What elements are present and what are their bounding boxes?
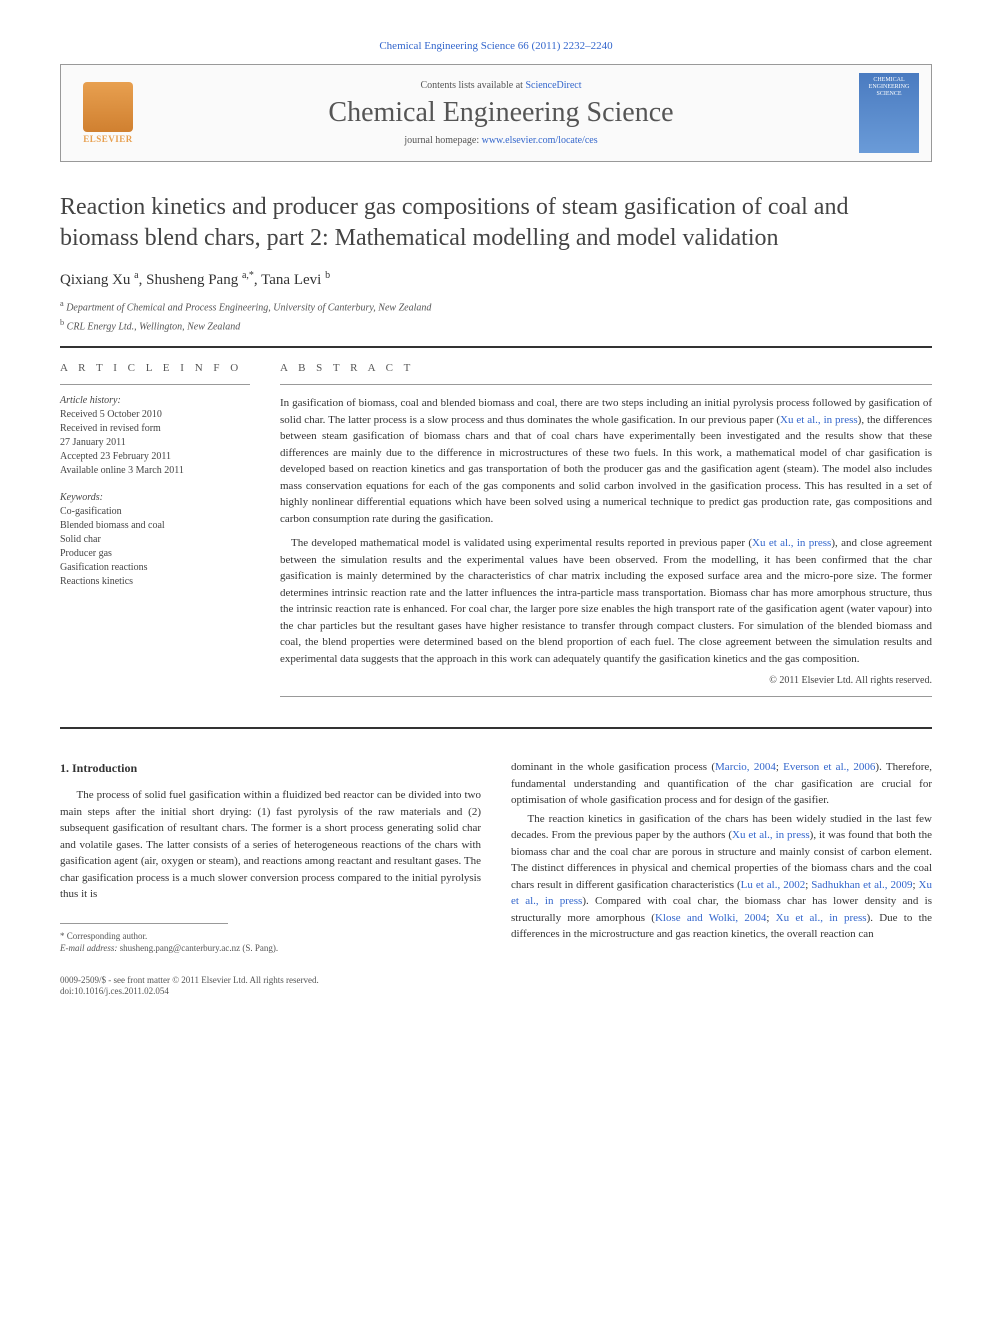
footnote-separator	[60, 923, 228, 924]
doi-line: doi:10.1016/j.ces.2011.02.054	[60, 986, 481, 998]
affiliations: a Department of Chemical and Process Eng…	[60, 299, 932, 332]
section-heading: 1. Introduction	[60, 759, 481, 777]
citation-link[interactable]: Xu et al., in press	[752, 537, 831, 549]
journal-reference: Chemical Engineering Science 66 (2011) 2…	[60, 40, 932, 52]
journal-title: Chemical Engineering Science	[143, 97, 859, 129]
authors-line: Qixiang Xu a, Shusheng Pang a,*, Tana Le…	[60, 270, 932, 289]
elsevier-logo: ELSEVIER	[73, 73, 143, 153]
body-text-fragment: ;	[766, 912, 775, 924]
divider	[60, 727, 932, 729]
article-info-column: A R T I C L E I N F O Article history: R…	[60, 362, 250, 707]
journal-cover-thumbnail: CHEMICAL ENGINEERING SCIENCE	[859, 73, 919, 153]
cover-text: CHEMICAL ENGINEERING SCIENCE	[859, 77, 919, 99]
abstract-para-1: In gasification of biomass, coal and ble…	[280, 395, 932, 527]
keywords-label: Keywords:	[60, 492, 250, 503]
article-info-heading: A R T I C L E I N F O	[60, 362, 250, 374]
affiliation-line: b CRL Energy Ltd., Wellington, New Zeala…	[60, 318, 932, 332]
citation-link[interactable]: Marcio, 2004	[715, 761, 776, 773]
abstract-text-fragment: The developed mathematical model is vali…	[291, 537, 752, 549]
citation-link[interactable]: Xu et al., in press	[780, 414, 858, 426]
publisher-name: ELSEVIER	[83, 134, 133, 144]
email-value: shusheng.pang@canterbury.ac.nz (S. Pang)…	[120, 943, 278, 953]
abstract-text-fragment: ), and close agreement between the simul…	[280, 537, 932, 665]
body-column-left: 1. Introduction The process of solid fue…	[60, 759, 481, 998]
divider-thin	[60, 384, 250, 385]
abstract-para-2: The developed mathematical model is vali…	[280, 535, 932, 667]
header-box: ELSEVIER Contents lists available at Sci…	[60, 64, 932, 162]
info-abstract-row: A R T I C L E I N F O Article history: R…	[60, 362, 932, 707]
citation-link[interactable]: Sadhukhan et al., 2009	[811, 879, 912, 891]
body-para: dominant in the whole gasification proce…	[511, 759, 932, 809]
email-label: E-mail address:	[60, 943, 117, 953]
citation-link[interactable]: Klose and Wolki, 2004	[655, 912, 766, 924]
history-lines: Received 5 October 2010Received in revis…	[60, 408, 250, 478]
bottom-meta: 0009-2509/$ - see front matter © 2011 El…	[60, 975, 481, 998]
copyright-line: © 2011 Elsevier Ltd. All rights reserved…	[280, 675, 932, 686]
homepage-link[interactable]: www.elsevier.com/locate/ces	[482, 135, 598, 146]
divider-thin	[280, 696, 932, 697]
sciencedirect-link[interactable]: ScienceDirect	[525, 80, 581, 91]
corresponding-author-note: * Corresponding author.	[60, 930, 481, 943]
issn-line: 0009-2509/$ - see front matter © 2011 El…	[60, 975, 481, 987]
abstract-text-fragment: ), the differences between steam gasific…	[280, 414, 932, 525]
homepage-line: journal homepage: www.elsevier.com/locat…	[143, 135, 859, 146]
contents-line: Contents lists available at ScienceDirec…	[143, 80, 859, 91]
divider	[60, 346, 932, 348]
body-text-fragment: dominant in the whole gasification proce…	[511, 761, 715, 773]
affiliation-line: a Department of Chemical and Process Eng…	[60, 299, 932, 313]
elsevier-tree-icon	[83, 82, 133, 132]
header-center: Contents lists available at ScienceDirec…	[143, 80, 859, 146]
article-title: Reaction kinetics and producer gas compo…	[60, 192, 932, 254]
abstract-heading: A B S T R A C T	[280, 362, 932, 374]
abstract-text: In gasification of biomass, coal and ble…	[280, 395, 932, 667]
citation-link[interactable]: Lu et al., 2002	[741, 879, 806, 891]
body-para: The reaction kinetics in gasification of…	[511, 811, 932, 943]
divider-thin	[280, 384, 932, 385]
body-columns: 1. Introduction The process of solid fue…	[60, 759, 932, 998]
keywords-lines: Co-gasificationBlended biomass and coalS…	[60, 505, 250, 589]
citation-link[interactable]: Everson et al., 2006	[783, 761, 875, 773]
citation-link[interactable]: Xu et al., in press	[776, 912, 867, 924]
body-column-right: dominant in the whole gasification proce…	[511, 759, 932, 998]
body-para: The process of solid fuel gasification w…	[60, 787, 481, 903]
history-label: Article history:	[60, 395, 250, 406]
citation-link[interactable]: Xu et al., in press	[732, 829, 810, 841]
contents-prefix: Contents lists available at	[420, 80, 525, 91]
abstract-column: A B S T R A C T In gasification of bioma…	[280, 362, 932, 707]
homepage-prefix: journal homepage:	[404, 135, 481, 146]
email-footnote: E-mail address: shusheng.pang@canterbury…	[60, 942, 481, 955]
